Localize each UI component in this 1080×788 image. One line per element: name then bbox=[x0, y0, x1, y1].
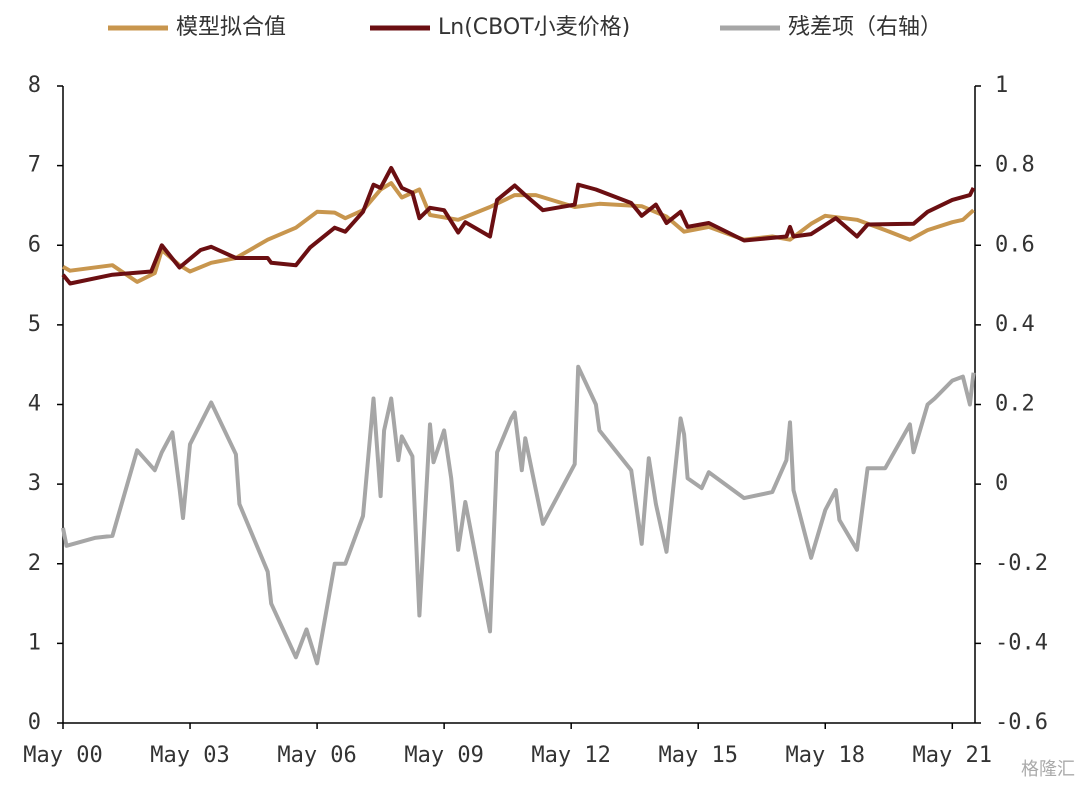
y-tick-label: 2 bbox=[28, 551, 41, 576]
y-tick-label: 5 bbox=[28, 312, 41, 337]
series-line bbox=[61, 166, 976, 286]
x-tick-label: May 03 bbox=[150, 743, 229, 768]
y-tick-label: 3 bbox=[28, 471, 41, 496]
y2-tick-label: 0.8 bbox=[995, 153, 1035, 178]
y2-tick-label: 0.2 bbox=[995, 392, 1035, 417]
x-tick-label: May 18 bbox=[786, 743, 865, 768]
y2-tick-label: -0.4 bbox=[995, 630, 1048, 655]
y2-tick-label: 0.6 bbox=[995, 232, 1035, 257]
y-tick-label: 4 bbox=[28, 392, 41, 417]
watermark: 格隆汇 bbox=[1021, 759, 1075, 780]
legend-label: Ln(CBOT小麦价格) bbox=[438, 15, 630, 40]
y-tick-label: 6 bbox=[28, 232, 41, 257]
y2-tick-label: 1 bbox=[995, 73, 1008, 98]
x-tick-label: May 15 bbox=[658, 743, 737, 768]
series-line bbox=[62, 181, 975, 284]
x-tick-label: May 00 bbox=[23, 743, 102, 768]
y2-tick-label: 0.4 bbox=[995, 312, 1035, 337]
x-tick-label: May 06 bbox=[277, 743, 356, 768]
y2-tick-label: 0 bbox=[995, 471, 1008, 496]
y-tick-label: 7 bbox=[28, 153, 41, 178]
x-tick-label: May 12 bbox=[531, 743, 610, 768]
y-tick-label: 1 bbox=[28, 630, 41, 655]
x-tick-label: May 21 bbox=[913, 743, 992, 768]
legend-label: 残差项（右轴） bbox=[788, 15, 942, 40]
legend-label: 模型拟合值 bbox=[176, 15, 286, 40]
y2-tick-label: -0.6 bbox=[995, 710, 1048, 735]
y-tick-label: 0 bbox=[28, 710, 41, 735]
series-line bbox=[61, 364, 976, 666]
x-tick-label: May 09 bbox=[404, 743, 483, 768]
y-tick-label: 8 bbox=[28, 73, 41, 98]
y2-tick-label: -0.2 bbox=[995, 551, 1048, 576]
